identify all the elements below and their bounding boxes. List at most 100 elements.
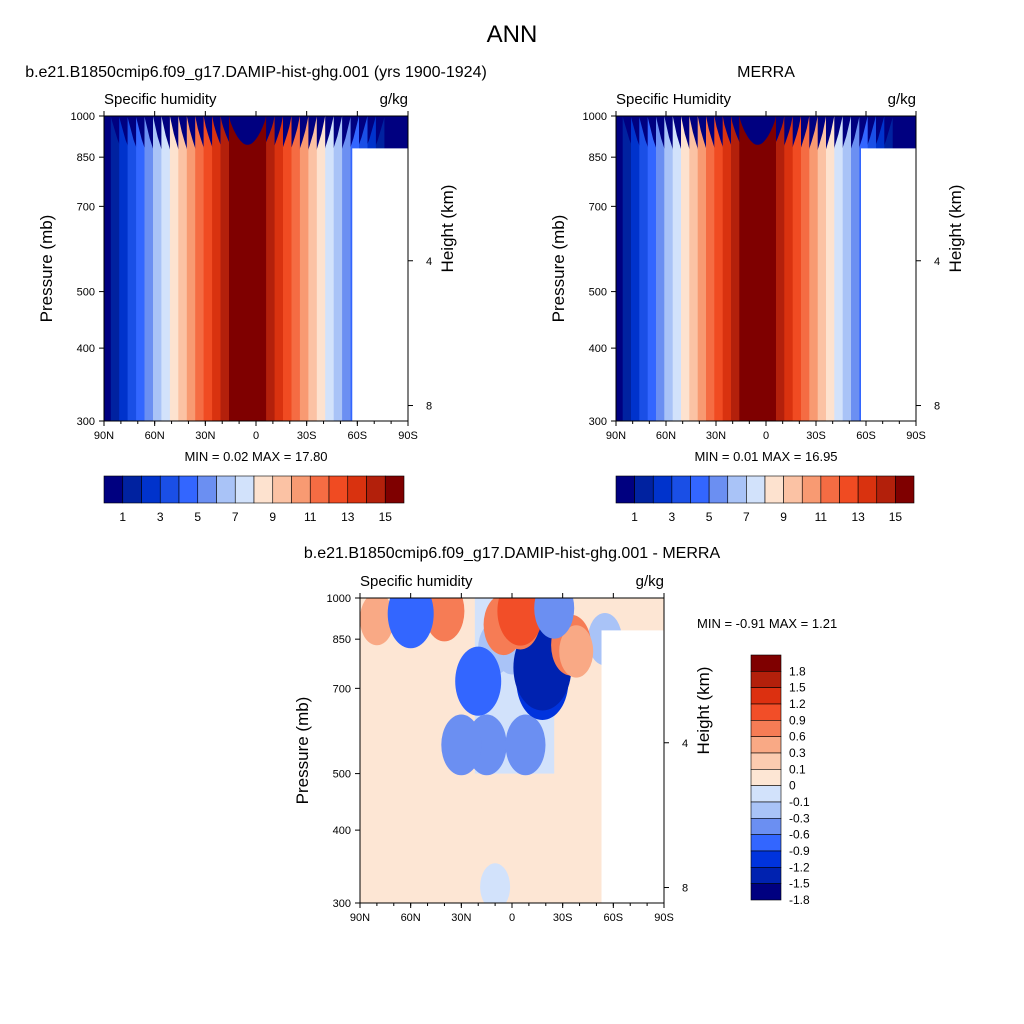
topography-mask bbox=[861, 148, 916, 421]
x-tick-label: 90N bbox=[94, 430, 114, 442]
topography-mask bbox=[352, 148, 408, 421]
colorbar-swatch bbox=[347, 475, 367, 504]
colorbar-swatch bbox=[652, 475, 673, 504]
colorbar-label: 1 bbox=[631, 510, 638, 524]
y-tick-label: 700 bbox=[333, 683, 351, 695]
colorbar-swatch bbox=[309, 475, 330, 504]
colorbar-label: 13 bbox=[341, 510, 355, 524]
colorbar-label: 1 bbox=[119, 510, 126, 524]
colorbar-swatch bbox=[750, 654, 782, 672]
colorbar-swatch bbox=[839, 475, 859, 504]
y-tick-label: 500 bbox=[589, 287, 607, 299]
anomaly-2 bbox=[505, 714, 546, 776]
x-tick-label: 30N bbox=[195, 430, 215, 442]
colorbar-swatch bbox=[384, 475, 405, 504]
anomaly-20 bbox=[480, 863, 511, 903]
x-tick-label: 60S bbox=[348, 430, 368, 442]
x-tick-label: 60S bbox=[604, 912, 624, 924]
panel-1: b.e21.B1850cmip6.f09_g17.DAMIP-hist-ghg.… bbox=[25, 64, 487, 524]
x-tick-label: 60S bbox=[856, 430, 876, 442]
colorbar-swatch bbox=[234, 475, 255, 504]
colorbar-swatch bbox=[820, 475, 840, 504]
colorbar-label: 7 bbox=[232, 510, 239, 524]
colorbar-swatch bbox=[750, 720, 782, 737]
colorbar-swatch bbox=[801, 475, 822, 504]
colorbar-swatch bbox=[895, 475, 915, 504]
x-tick-label: 30S bbox=[553, 912, 573, 924]
colorbar-swatch bbox=[750, 785, 782, 803]
panel-2: MERRA Specific Humidity g/kg 90N 60N 30N 0 30S 6… bbox=[549, 64, 965, 524]
height-tick-label: 4 bbox=[934, 256, 940, 268]
x-tick-label: 30S bbox=[806, 430, 826, 442]
y-axis-label: Pressure (mb) bbox=[549, 215, 568, 323]
units-label: g/kg bbox=[380, 91, 408, 108]
colorbar-swatch bbox=[708, 475, 729, 504]
colorbar-label: 1.2 bbox=[789, 697, 806, 711]
colorbar-swatch bbox=[328, 475, 349, 504]
colorbar-label: -1.5 bbox=[789, 877, 810, 891]
colorbar-label: -1.8 bbox=[789, 893, 810, 907]
field-plot bbox=[616, 116, 916, 421]
topography-mask bbox=[601, 630, 664, 903]
colorbar-swatch bbox=[750, 703, 782, 721]
y-tick-label: 300 bbox=[589, 416, 607, 428]
colorbar-swatch bbox=[750, 687, 782, 705]
colorbar: 1 3 5 7 9 11 13 15 bbox=[103, 475, 405, 524]
units-label: g/kg bbox=[636, 573, 664, 590]
colorbar-label: -0.6 bbox=[789, 828, 810, 842]
figure-title: ANN bbox=[487, 21, 538, 48]
topography-mask-edge bbox=[909, 262, 916, 421]
height-tick-label: 8 bbox=[934, 401, 940, 413]
height-axis-label: Height (km) bbox=[438, 185, 457, 273]
y-tick-label: 850 bbox=[77, 152, 95, 164]
colorbar-swatch bbox=[159, 475, 180, 504]
x-tick-label: 90S bbox=[398, 430, 418, 442]
anomaly-7 bbox=[455, 646, 502, 716]
anomaly-15 bbox=[424, 598, 465, 642]
anomaly-1 bbox=[441, 714, 482, 776]
field-plot bbox=[104, 116, 408, 421]
colorbar-swatch bbox=[727, 475, 747, 504]
colorbar-label: 5 bbox=[706, 510, 713, 524]
y-tick-label: 500 bbox=[77, 287, 95, 299]
y-tick-label: 400 bbox=[77, 343, 95, 355]
colorbar-label: 15 bbox=[379, 510, 393, 524]
y-tick-label: 1000 bbox=[583, 111, 607, 123]
variable-label: Specific humidity bbox=[104, 91, 217, 108]
colorbar-label: 0.6 bbox=[789, 730, 806, 744]
colorbar-swatch bbox=[103, 475, 124, 504]
colorbar-label: -1.2 bbox=[789, 860, 810, 874]
colorbar-swatch bbox=[764, 475, 784, 504]
colorbar-swatch bbox=[178, 475, 199, 504]
y-tick-label: 1000 bbox=[71, 111, 95, 123]
colorbar-swatch bbox=[291, 475, 311, 504]
colorbar-label: 1.5 bbox=[789, 681, 806, 695]
height-tick-label: 4 bbox=[426, 256, 432, 268]
y-tick-label: 1000 bbox=[327, 593, 351, 605]
y-tick-label: 400 bbox=[333, 825, 351, 837]
colorbar-label: 0.9 bbox=[789, 713, 806, 727]
colorbar-label: 3 bbox=[157, 510, 164, 524]
panel-title: b.e21.B1850cmip6.f09_g17.DAMIP-hist-ghg.… bbox=[25, 64, 487, 81]
x-tick-label: 60N bbox=[145, 430, 165, 442]
contour-band-15 bbox=[739, 116, 776, 421]
colorbar-swatch bbox=[253, 475, 274, 504]
colorbar-swatch bbox=[750, 801, 782, 819]
colorbar-label: 3 bbox=[669, 510, 676, 524]
topography-mask-edge bbox=[401, 262, 408, 421]
colorbar-label: -0.9 bbox=[789, 844, 810, 858]
colorbar-label: 9 bbox=[269, 510, 276, 524]
variable-label: Specific Humidity bbox=[616, 91, 732, 108]
colorbar-label: -0.1 bbox=[789, 795, 810, 809]
anomaly-19 bbox=[387, 598, 434, 649]
colorbar-swatch bbox=[197, 475, 217, 504]
colorbar: 1 3 5 7 9 11 13 15 bbox=[615, 475, 915, 524]
height-axis-label: Height (km) bbox=[694, 667, 713, 755]
x-tick-label: 30N bbox=[451, 912, 471, 924]
colorbar-label: 7 bbox=[743, 510, 750, 524]
y-tick-label: 850 bbox=[333, 634, 351, 646]
anomaly-17 bbox=[497, 598, 544, 646]
colorbar-swatch bbox=[272, 475, 292, 504]
colorbar-label: 11 bbox=[815, 510, 828, 524]
colorbar-label: 1.8 bbox=[789, 664, 806, 678]
